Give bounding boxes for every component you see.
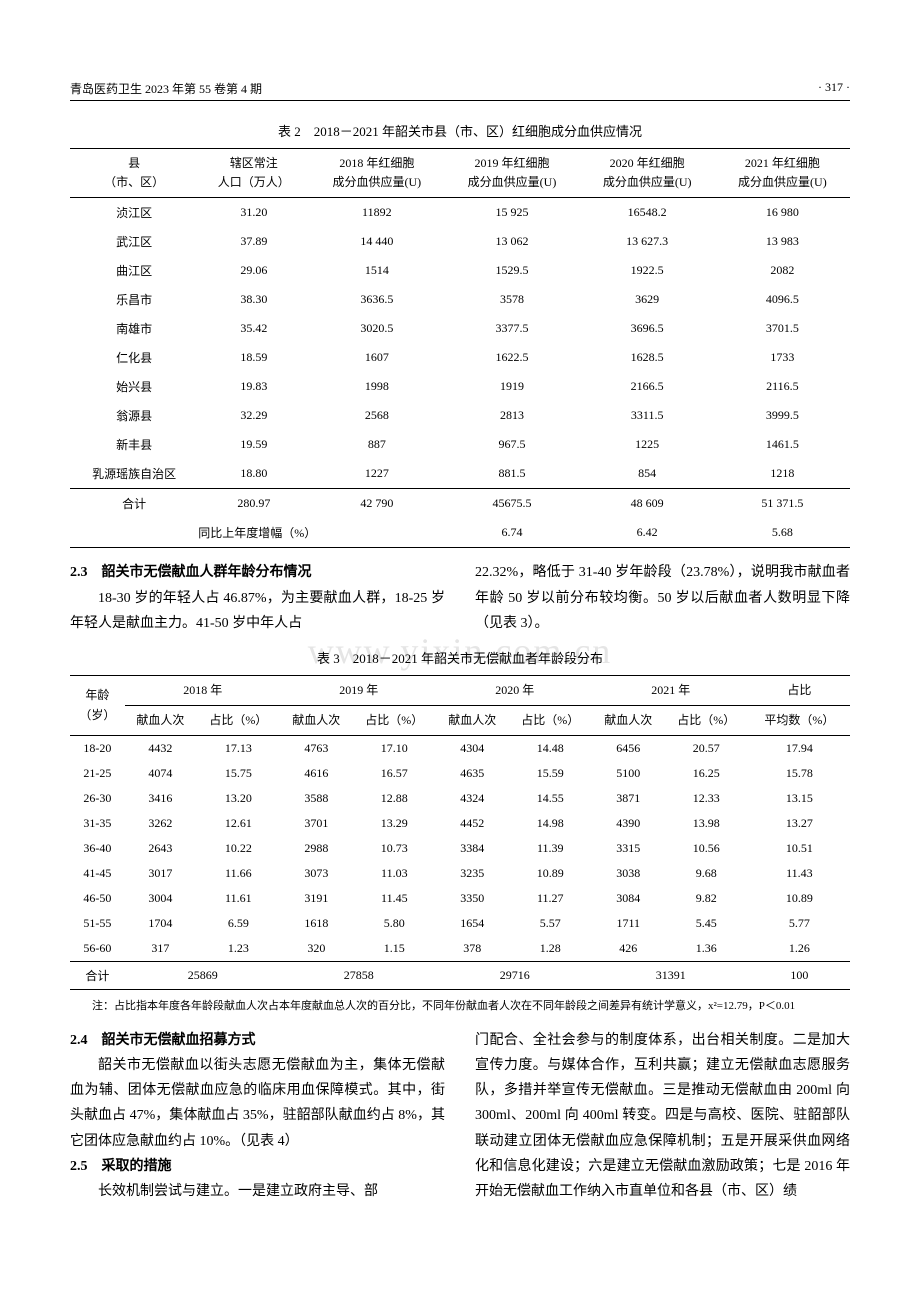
table-row: 浈江区31.201189215 92516548.216 980 [70, 198, 850, 228]
table-row: 曲江区29.0615141529.51922.52082 [70, 256, 850, 285]
table3: 年龄（岁） 2018 年 2019 年 2020 年 2021 年 占比 献血人… [70, 675, 850, 990]
journal-title: 青岛医药卫生 2023 年第 55 卷第 4 期 [70, 80, 262, 97]
section-2-5-right: 门配合、全社会参与的制度体系，出台相关制度。二是加大宣传力度。与媒体合作，互利共… [475, 1028, 850, 1204]
table-row: 46-50300411.61319111.45335011.2730849.82… [70, 886, 850, 911]
table3-note: 注：占比指本年度各年龄段献血人次占本年度献血总人次的百分比，不同年份献血者人次在… [70, 998, 850, 1016]
col-header: 2019 年红细胞成分血供应量(U) [444, 149, 579, 198]
table-row: 21-25407415.75461616.57463515.59510016.2… [70, 761, 850, 786]
table-row: 51-5517046.5916185.8016545.5717115.455.7… [70, 911, 850, 936]
section-2-3-title: 2.3 韶关市无偿献血人群年龄分布情况 [70, 565, 312, 580]
table-row: 武江区37.8914 44013 06213 627.313 983 [70, 227, 850, 256]
table-row: 18-20443217.13476317.10430414.48645620.5… [70, 736, 850, 762]
section-2-3-left: 18-30 岁的年轻人占 46.87%，为主要献血人群，18-25 岁年轻人是献… [70, 586, 445, 636]
col-header: 2021 年红细胞成分血供应量(U) [715, 149, 850, 198]
page-number: · 317 · [818, 80, 850, 97]
table-row: 41-45301711.66307311.03323510.8930389.68… [70, 861, 850, 886]
table-row: 26-30341613.20358812.88432414.55387112.3… [70, 786, 850, 811]
table-row: 始兴县19.83199819192166.52116.5 [70, 372, 850, 401]
section-2-5-title: 2.5 采取的措施 [70, 1159, 172, 1174]
table-row: 仁化县18.5916071622.51628.51733 [70, 343, 850, 372]
table-row: 新丰县19.59887967.512251461.5 [70, 430, 850, 459]
section-2-4-text: 韶关市无偿献血以街头志愿无偿献血为主，集体无偿献血为辅、团体无偿献血应急的临床用… [70, 1053, 445, 1154]
section-2-5-left: 长效机制尝试与建立。一是建立政府主导、部 [70, 1179, 445, 1204]
col-header: 辖区常注人口（万人） [198, 149, 309, 198]
table-row: 乳源瑶族自治区18.801227881.58541218 [70, 459, 850, 489]
section-2-4-title: 2.4 韶关市无偿献血招募方式 [70, 1033, 256, 1048]
col-header: 2020 年红细胞成分血供应量(U) [580, 149, 715, 198]
table-row: 南雄市35.423020.53377.53696.53701.5 [70, 314, 850, 343]
page-header: 青岛医药卫生 2023 年第 55 卷第 4 期 · 317 · [70, 80, 850, 101]
section-2-3-right: 22.32%，略低于 31-40 岁年龄段（23.78%），说明我市献血者年龄 … [475, 560, 850, 636]
table-row: 36-40264310.22298810.73338411.39331510.5… [70, 836, 850, 861]
col-header: 县（市、区） [70, 149, 198, 198]
table-total-row: 合计280.9742 79045675.548 60951 371.5 [70, 489, 850, 519]
table-row: 乐昌市38.303636.5357836294096.5 [70, 285, 850, 314]
table-row: 56-603171.233201.153781.284261.361.26 [70, 936, 850, 962]
table-total-row: 合计25869278582971631391100 [70, 962, 850, 990]
table2-caption: 表 2 2018－2021 年韶关市县（市、区）红细胞成分血供应情况 [70, 121, 850, 140]
col-header: 2018 年红细胞成分血供应量(U) [309, 149, 444, 198]
table-row: 翁源县32.29256828133311.53999.5 [70, 401, 850, 430]
table3-caption: 表 3 2018－2021 年韶关市无偿献血者年龄段分布 [70, 648, 850, 667]
table2: 县（市、区） 辖区常注人口（万人） 2018 年红细胞成分血供应量(U) 201… [70, 148, 850, 548]
table-row: 31-35326212.61370113.29445214.98439013.9… [70, 811, 850, 836]
table-yoy-row: 同比上年度增幅（%）6.746.425.68 [70, 518, 850, 548]
